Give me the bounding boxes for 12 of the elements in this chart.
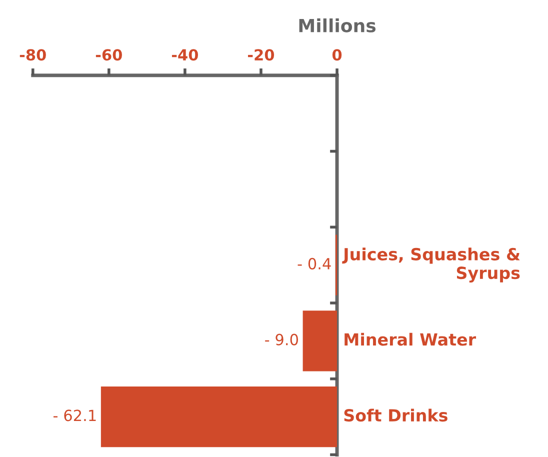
data-label: - 9.0	[265, 334, 298, 346]
x-axis-title: Millions	[299, 18, 376, 32]
y-tick-label: Mineral Water	[344, 332, 476, 346]
x-tick-label: -60	[96, 49, 122, 61]
x-tick-label: -40	[172, 49, 198, 61]
y-tick-label: Soft Drinks	[344, 408, 448, 422]
data-label: - 0.4	[298, 258, 331, 270]
data-label: - 62.1	[53, 410, 96, 422]
x-tick-label: -20	[248, 49, 274, 61]
y-tick-label: Juices, Squashes & Syrups	[342, 248, 520, 283]
x-tick-label: -80	[20, 49, 46, 61]
x-tick-label: 0	[332, 49, 342, 61]
